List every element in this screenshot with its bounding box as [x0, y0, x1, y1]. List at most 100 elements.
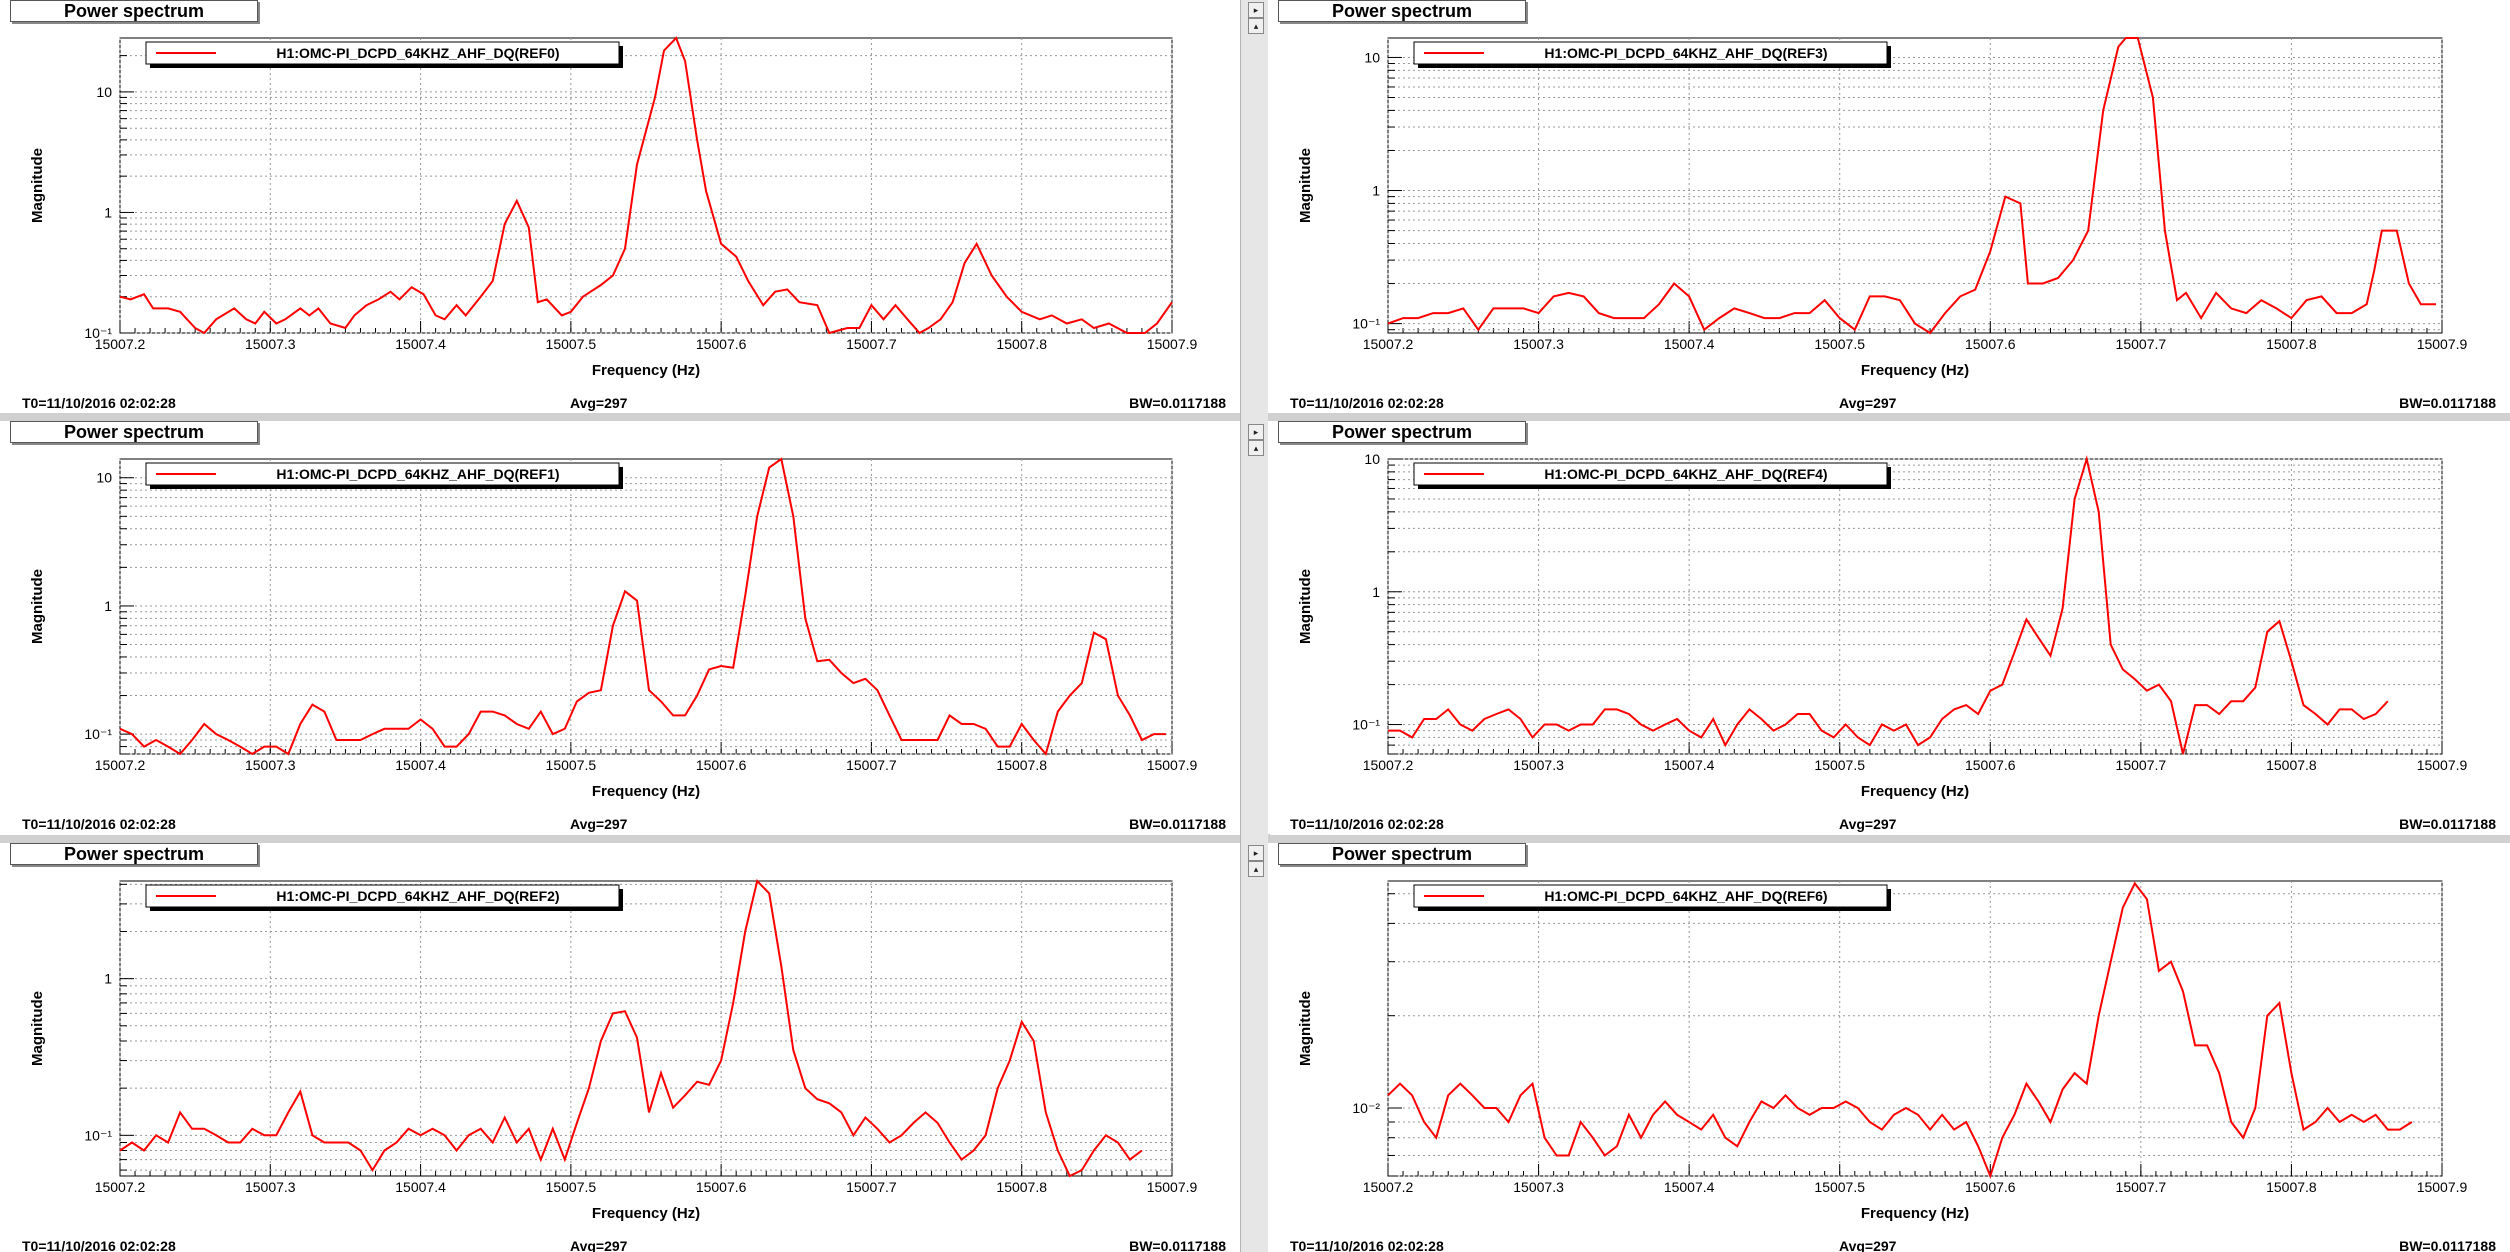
y-tick-label: 10 — [1364, 49, 1380, 65]
x-tick-label: 15007.2 — [95, 336, 146, 352]
x-tick-label: 15007.7 — [846, 1179, 897, 1195]
row-splitter-1[interactable] — [0, 413, 1240, 421]
spectrum-line — [119, 878, 1143, 1178]
y-axis-label: Magnitude — [1297, 148, 1314, 223]
x-tick-label: 15007.3 — [245, 757, 296, 773]
t0-label: T0=11/10/2016 02:02:28 — [22, 395, 176, 411]
x-axis-label: Frequency (Hz) — [1861, 362, 1969, 379]
x-tick-label: 15007.2 — [1363, 757, 1414, 773]
y-tick-label: 1 — [104, 971, 112, 987]
y-tick-label: 10 — [1364, 451, 1380, 467]
scroll-down-icon[interactable]: ▴ — [1248, 18, 1264, 34]
spectrum-line — [1388, 455, 2389, 755]
x-axis-label: Frequency (Hz) — [592, 362, 700, 379]
legend-label: H1:OMC-PI_DCPD_64KHZ_AHF_DQ(REF4) — [1544, 466, 1827, 482]
spectrum-panel-ref6: Power spectrum 15007.2 15007.3 15007.4 15007… — [1268, 843, 2510, 1252]
x-tick-label: 15007.3 — [1513, 336, 1564, 352]
y-tick-label: 10⁻¹ — [84, 1127, 112, 1143]
legend-box — [145, 884, 620, 908]
row-splitter-2-right[interactable] — [1268, 835, 2510, 843]
x-tick-label: 15007.6 — [1965, 757, 2016, 773]
x-tick-label: 15007.9 — [1147, 1179, 1198, 1195]
y-tick-label: 1 — [104, 598, 112, 614]
avg-label: Avg=297 — [1839, 1238, 1897, 1252]
x-tick-label: 15007.6 — [696, 757, 747, 773]
y-axis-label: Magnitude — [29, 991, 46, 1066]
x-tick-label: 15007.4 — [395, 336, 446, 352]
panel-title[interactable]: Power spectrum — [1278, 0, 1526, 22]
x-tick-label: 15007.5 — [546, 1179, 597, 1195]
x-axis-label: Frequency (Hz) — [1861, 1205, 1969, 1222]
row-splitter-1-right[interactable] — [1268, 413, 2510, 421]
panel-title[interactable]: Power spectrum — [1278, 421, 1526, 443]
x-tick-label: 15007.4 — [395, 1179, 446, 1195]
x-axis-label: Frequency (Hz) — [592, 1205, 700, 1222]
avg-label: Avg=297 — [570, 816, 628, 832]
x-tick-label: 15007.6 — [696, 1179, 747, 1195]
panel-title[interactable]: Power spectrum — [1278, 843, 1526, 865]
scroll-up-icon[interactable]: ▸ — [1248, 845, 1264, 861]
x-tick-label: 15007.4 — [1664, 336, 1715, 352]
x-tick-label: 15007.3 — [245, 1179, 296, 1195]
avg-label: Avg=297 — [1839, 816, 1897, 832]
x-tick-label: 15007.3 — [1513, 1179, 1564, 1195]
x-tick-label: 15007.5 — [546, 336, 597, 352]
x-tick-label: 15007.2 — [95, 1179, 146, 1195]
legend-label: H1:OMC-PI_DCPD_64KHZ_AHF_DQ(REF1) — [276, 466, 559, 482]
x-tick-label: 15007.7 — [2116, 336, 2167, 352]
bw-label: BW=0.0117188 — [1129, 1238, 1226, 1252]
plot-frame — [119, 37, 1173, 334]
y-tick-label: 10 — [96, 470, 112, 486]
legend-box — [1413, 884, 1888, 908]
scroll-down-icon[interactable]: ▴ — [1248, 861, 1264, 877]
spectrum-panel-ref4: Power spectrum 15007.2 15007.3 15007.4 15007… — [1268, 421, 2510, 834]
row-splitter-2[interactable] — [0, 835, 1240, 843]
scroll-down-icon[interactable]: ▴ — [1248, 440, 1264, 456]
spectrum-line — [119, 457, 1166, 757]
y-axis-label: Magnitude — [1297, 569, 1314, 644]
x-tick-label: 15007.5 — [1814, 757, 1865, 773]
x-tick-label: 15007.5 — [1814, 1179, 1865, 1195]
x-tick-label: 15007.9 — [1147, 336, 1198, 352]
plot-frame — [119, 458, 1173, 755]
legend-label: H1:OMC-PI_DCPD_64KHZ_AHF_DQ(REF3) — [1544, 45, 1827, 61]
x-tick-label: 15007.9 — [1147, 757, 1198, 773]
legend-box — [1413, 462, 1888, 486]
x-tick-label: 15007.8 — [2266, 1179, 2317, 1195]
x-tick-label: 15007.8 — [996, 1179, 1047, 1195]
plot-frame — [1387, 37, 2443, 334]
x-tick-label: 15007.2 — [1363, 336, 1414, 352]
panel-splitter[interactable] — [1240, 0, 1270, 1252]
bw-label: BW=0.0117188 — [2399, 1238, 2496, 1252]
x-tick-label: 15007.6 — [696, 336, 747, 352]
t0-label: T0=11/10/2016 02:02:28 — [22, 1238, 176, 1252]
x-tick-label: 15007.2 — [1363, 1179, 1414, 1195]
x-tick-label: 15007.9 — [2417, 757, 2468, 773]
bw-label: BW=0.0117188 — [2399, 816, 2496, 832]
spectrum-chart: 15007.2 15007.3 15007.4 15007.5 15007.6 15007… — [29, 36, 1198, 379]
spectrum-chart: 15007.2 15007.3 15007.4 15007.5 15007.6 15007… — [29, 878, 1198, 1222]
x-tick-label: 15007.4 — [395, 757, 446, 773]
legend-label: H1:OMC-PI_DCPD_64KHZ_AHF_DQ(REF6) — [1544, 888, 1827, 904]
x-tick-label: 15007.8 — [996, 336, 1047, 352]
y-tick-label: 10⁻¹ — [1352, 316, 1380, 332]
x-tick-label: 15007.8 — [996, 757, 1047, 773]
t0-label: T0=11/10/2016 02:02:28 — [1290, 816, 1444, 832]
spectrum-chart: 15007.2 15007.3 15007.4 15007.5 15007.6 15007… — [1297, 451, 2468, 800]
scroll-up-icon[interactable]: ▸ — [1248, 2, 1264, 18]
x-tick-label: 15007.2 — [95, 757, 146, 773]
scroll-up-icon[interactable]: ▸ — [1248, 424, 1264, 440]
panel-title[interactable]: Power spectrum — [10, 0, 258, 22]
panel-title[interactable]: Power spectrum — [10, 843, 258, 865]
x-tick-label: 15007.4 — [1664, 757, 1715, 773]
spectrum-chart: 15007.2 15007.3 15007.4 15007.5 15007.6 15007… — [1297, 880, 2468, 1222]
x-tick-label: 15007.3 — [1513, 757, 1564, 773]
y-tick-label: 1 — [1372, 584, 1380, 600]
spectrum-line — [1387, 881, 2413, 1179]
x-tick-label: 15007.5 — [1814, 336, 1865, 352]
y-tick-label: 10 — [96, 84, 112, 100]
y-tick-label: 1 — [1372, 183, 1380, 199]
legend-label: H1:OMC-PI_DCPD_64KHZ_AHF_DQ(REF0) — [276, 45, 559, 61]
x-tick-label: 15007.8 — [2266, 757, 2317, 773]
panel-title[interactable]: Power spectrum — [10, 421, 258, 443]
